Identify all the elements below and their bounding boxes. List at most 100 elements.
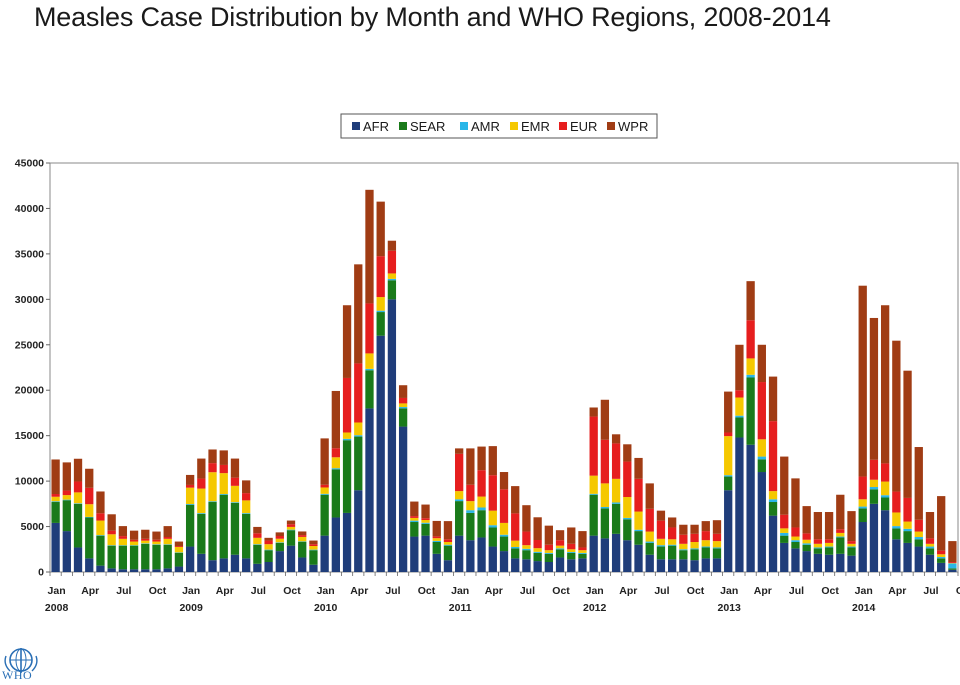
bar-segment-afr [410,536,419,572]
bar-segment-amr [309,549,318,551]
bar-segment-amr [880,495,890,498]
x-year-label: 2014 [852,602,876,614]
bar-segment-eur [264,540,273,545]
legend-label-sear: SEAR [410,119,445,134]
bar-segment-wpr [768,376,778,422]
x-tick-label: Jul [116,585,131,597]
bar-segment-wpr [197,458,206,479]
bar-segment-wpr [129,530,139,540]
bar-segment-eur [757,382,766,440]
bar-segment-wpr [499,472,509,490]
bar-segment-emr [309,546,318,550]
bar-segment-sear [141,543,150,570]
bar-segment-afr [668,559,677,572]
bar-segment-wpr [62,462,71,491]
bar-segment-amr [679,549,688,551]
bar-segment-afr [903,542,912,572]
bar-segment-wpr [309,540,318,545]
bar-segment-amr [253,544,262,545]
bar-segment-sear [275,542,284,552]
bar-segment-wpr [354,264,363,364]
bar-segment-amr [836,536,845,538]
bar-segment-eur [455,453,464,492]
bar-segment-eur [118,536,128,539]
bar-segment-emr [824,542,834,547]
bar-segment-wpr [634,457,643,479]
bar-segment-amr [219,494,228,495]
bar-segment-sear [208,502,217,561]
bar-segment-afr [174,566,184,572]
bar-segment-sear [880,497,890,511]
bar-segment-emr [937,554,946,558]
bar-segment-wpr [242,480,251,494]
bar-segment-eur [219,464,228,474]
bar-segment-emr [780,528,789,533]
bar-segment-eur [129,539,139,542]
bar-segment-eur [880,463,890,482]
bar-segment-eur [163,537,172,539]
bar-segment-eur [253,533,262,538]
bar-segment-emr [275,538,284,543]
bar-segment-afr [768,515,778,572]
bar-segment-afr [197,553,206,572]
bar-segment-eur [768,421,778,492]
bar-segment-wpr [185,474,195,485]
legend-label-amr: AMR [471,119,500,134]
bar-segment-sear [432,542,441,554]
bar-segment-amr [398,407,408,409]
bar-segment-amr [73,503,83,504]
legend-swatch-eur [559,122,567,130]
bar-segment-sear [488,527,497,547]
bar-segment-emr [286,526,296,530]
bar-segment-amr [690,548,699,550]
bar-segment-emr [925,543,935,547]
legend: AFR SEAR AMR EMR EUR WPR [340,113,658,139]
bar-segment-afr [937,562,946,572]
bar-segment-wpr [152,531,161,540]
bar-segment-afr [499,551,509,572]
x-tick-label: Apr [216,585,234,597]
bar-segment-emr [813,543,823,548]
legend-label-emr: EMR [521,119,550,134]
bar-segment-wpr [286,520,296,525]
bar-segment-sear [511,548,520,559]
bar-segment-sear [443,545,453,561]
bar-segment-sear [802,544,811,552]
bar-segment-emr [185,487,195,505]
bar-segment-eur [858,476,867,500]
bar-segment-wpr [645,483,654,509]
bar-segment-afr [208,560,217,572]
bar-segment-amr [589,493,598,495]
bar-segment-sear [62,500,71,532]
bar-segment-eur [847,541,856,544]
x-tick-label: Jan [182,585,200,597]
bar-segment-eur [387,250,397,274]
legend-swatch-emr [510,122,518,130]
bar-segment-emr [914,531,923,538]
bar-segment-emr [511,540,520,548]
bar-segment-wpr [712,520,722,534]
bar-segment-wpr [780,456,789,515]
bar-segment-wpr [824,512,834,540]
bar-segment-wpr [903,370,912,498]
bar-segment-amr [85,516,94,518]
bar-segment-emr [85,504,94,517]
bar-segment-emr [73,492,83,504]
bar-segment-afr [813,553,823,572]
bar-segment-wpr [533,517,542,541]
bar-segment-afr [387,299,397,572]
bar-segment-amr [578,552,587,554]
bar-segment-afr [219,558,228,572]
bar-segment-sear [679,550,688,560]
bar-segment-wpr [679,524,688,535]
bar-segment-wpr [757,344,766,383]
bar-segment-afr [398,426,408,572]
bar-segment-sear [533,552,542,562]
bar-segment-emr [712,541,722,548]
bar-segment-afr [455,535,464,572]
bar-segment-eur [376,256,385,298]
bar-segment-wpr [656,510,666,521]
bar-segment-afr [712,558,722,572]
plot-area: 0 5000 10000 15000 20000 25000 30000 35000 40000… [15,158,960,615]
bar-segment-sear [555,549,565,558]
